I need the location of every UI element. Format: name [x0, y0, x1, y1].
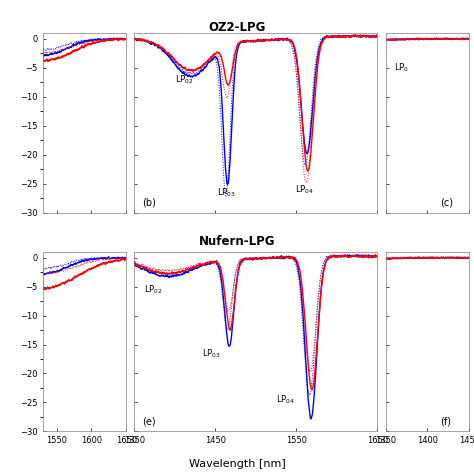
Text: LP$_{0}$: LP$_{0}$	[394, 62, 409, 74]
Text: Wavelength [nm]: Wavelength [nm]	[189, 459, 285, 469]
Text: OZ2-LPG: OZ2-LPG	[208, 21, 266, 34]
Text: (c): (c)	[440, 197, 453, 207]
Text: LP$_{03}$: LP$_{03}$	[217, 186, 236, 199]
Text: LP$_{02}$: LP$_{02}$	[175, 73, 193, 86]
Text: LP$_{04}$: LP$_{04}$	[276, 393, 295, 406]
Text: LP$_{02}$: LP$_{02}$	[144, 283, 163, 296]
Text: LP$_{03}$: LP$_{03}$	[201, 347, 220, 360]
Text: (e): (e)	[142, 416, 155, 426]
Text: LP$_{04}$: LP$_{04}$	[295, 183, 314, 196]
Text: Nufern-LPG: Nufern-LPG	[199, 235, 275, 247]
Text: (b): (b)	[142, 197, 155, 207]
Text: (f): (f)	[440, 416, 451, 426]
